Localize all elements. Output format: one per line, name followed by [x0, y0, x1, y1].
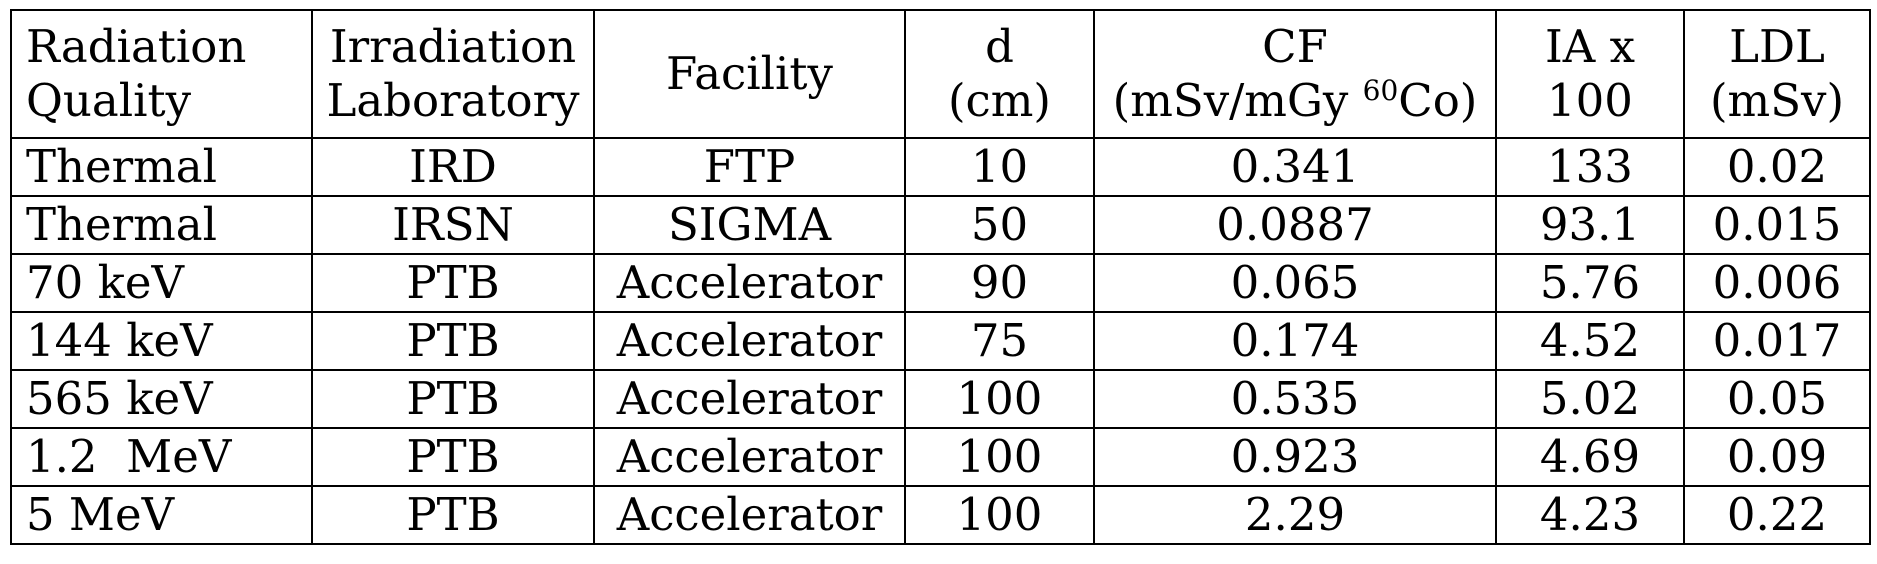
cell-laboratory: PTB [311, 427, 595, 487]
dosimetry-table: Radiation Quality Irradiation Laboratory… [10, 9, 1871, 545]
header-ia: IA x 100 [1495, 9, 1685, 139]
cell-facility: SIGMA [593, 195, 906, 255]
header-ldl: LDL (mSv) [1683, 9, 1871, 139]
isotope-mass-number: 60 [1362, 74, 1399, 107]
cell-d: 100 [904, 485, 1095, 545]
cell-cf: 0.341 [1093, 137, 1497, 197]
cell-ia: 5.02 [1495, 369, 1685, 429]
header-text: Facility [666, 47, 833, 100]
cell-d: 10 [904, 137, 1095, 197]
table-row: 565 keV PTB Accelerator 100 0.535 5.02 0… [10, 369, 1871, 429]
table-row: Thermal IRD FTP 10 0.341 133 0.02 [10, 137, 1871, 197]
cell-ldl: 0.017 [1683, 311, 1871, 371]
table-row: Thermal IRSN SIGMA 50 0.0887 93.1 0.015 [10, 195, 1871, 255]
header-text: (mSv/mGy [1112, 74, 1363, 127]
cell-d: 100 [904, 369, 1095, 429]
header-text: CF [1262, 20, 1328, 73]
header-radiation-quality: Radiation Quality [10, 9, 313, 139]
header-cf: CF (mSv/mGy 60Co) [1093, 9, 1497, 139]
cell-ldl: 0.22 [1683, 485, 1871, 545]
table-header: Radiation Quality Irradiation Laboratory… [10, 9, 1871, 139]
cell-radiation-quality: Thermal [10, 137, 313, 197]
header-irradiation-laboratory: Irradiation Laboratory [311, 9, 595, 139]
cell-cf: 0.174 [1093, 311, 1497, 371]
header-text: Radiation [26, 20, 247, 73]
table-row: 5 MeV PTB Accelerator 100 2.29 4.23 0.22 [10, 485, 1871, 545]
header-text: d [985, 20, 1014, 73]
cell-ia: 5.76 [1495, 253, 1685, 313]
header-text: (mSv) [1709, 74, 1845, 127]
cell-facility: FTP [593, 137, 906, 197]
cell-ia: 133 [1495, 137, 1685, 197]
header-text: Quality [26, 74, 191, 127]
cell-laboratory: IRD [311, 137, 595, 197]
cell-laboratory: PTB [311, 253, 595, 313]
header-cf-units: (mSv/mGy 60Co) [1101, 74, 1489, 128]
header-text: 100 [1547, 74, 1633, 127]
table-body: Thermal IRD FTP 10 0.341 133 0.02 Therma… [10, 137, 1871, 545]
cell-ldl: 0.015 [1683, 195, 1871, 255]
table-row: 144 keV PTB Accelerator 75 0.174 4.52 0.… [10, 311, 1871, 371]
header-row: Radiation Quality Irradiation Laboratory… [10, 9, 1871, 139]
header-text: LDL [1729, 20, 1825, 73]
cell-laboratory: PTB [311, 485, 595, 545]
cell-facility: Accelerator [593, 253, 906, 313]
table-row: 70 keV PTB Accelerator 90 0.065 5.76 0.0… [10, 253, 1871, 313]
cell-radiation-quality: 1.2 MeV [10, 427, 313, 487]
table-row: 1.2 MeV PTB Accelerator 100 0.923 4.69 0… [10, 427, 1871, 487]
header-text: (cm) [948, 74, 1051, 127]
cell-radiation-quality: 70 keV [10, 253, 313, 313]
cell-facility: Accelerator [593, 311, 906, 371]
cell-radiation-quality: 565 keV [10, 369, 313, 429]
cell-laboratory: PTB [311, 369, 595, 429]
cell-cf: 0.923 [1093, 427, 1497, 487]
cell-laboratory: IRSN [311, 195, 595, 255]
cell-cf: 2.29 [1093, 485, 1497, 545]
cell-facility: Accelerator [593, 427, 906, 487]
header-text: Laboratory [326, 74, 580, 127]
cell-d: 50 [904, 195, 1095, 255]
cell-cf: 0.535 [1093, 369, 1497, 429]
header-facility: Facility [593, 9, 906, 139]
cell-d: 75 [904, 311, 1095, 371]
cell-ldl: 0.05 [1683, 369, 1871, 429]
header-text: Irradiation [329, 20, 577, 73]
cell-radiation-quality: 5 MeV [10, 485, 313, 545]
cell-laboratory: PTB [311, 311, 595, 371]
cell-ldl: 0.02 [1683, 137, 1871, 197]
cell-cf: 0.065 [1093, 253, 1497, 313]
header-text: IA x [1545, 20, 1635, 73]
cell-ldl: 0.09 [1683, 427, 1871, 487]
cell-ia: 4.69 [1495, 427, 1685, 487]
cell-ldl: 0.006 [1683, 253, 1871, 313]
cell-ia: 93.1 [1495, 195, 1685, 255]
header-text: Co) [1398, 74, 1478, 127]
cell-radiation-quality: Thermal [10, 195, 313, 255]
cell-d: 100 [904, 427, 1095, 487]
cell-ia: 4.23 [1495, 485, 1685, 545]
cell-d: 90 [904, 253, 1095, 313]
header-d: d (cm) [904, 9, 1095, 139]
cell-facility: Accelerator [593, 485, 906, 545]
cell-cf: 0.0887 [1093, 195, 1497, 255]
cell-ia: 4.52 [1495, 311, 1685, 371]
cell-facility: Accelerator [593, 369, 906, 429]
cell-radiation-quality: 144 keV [10, 311, 313, 371]
